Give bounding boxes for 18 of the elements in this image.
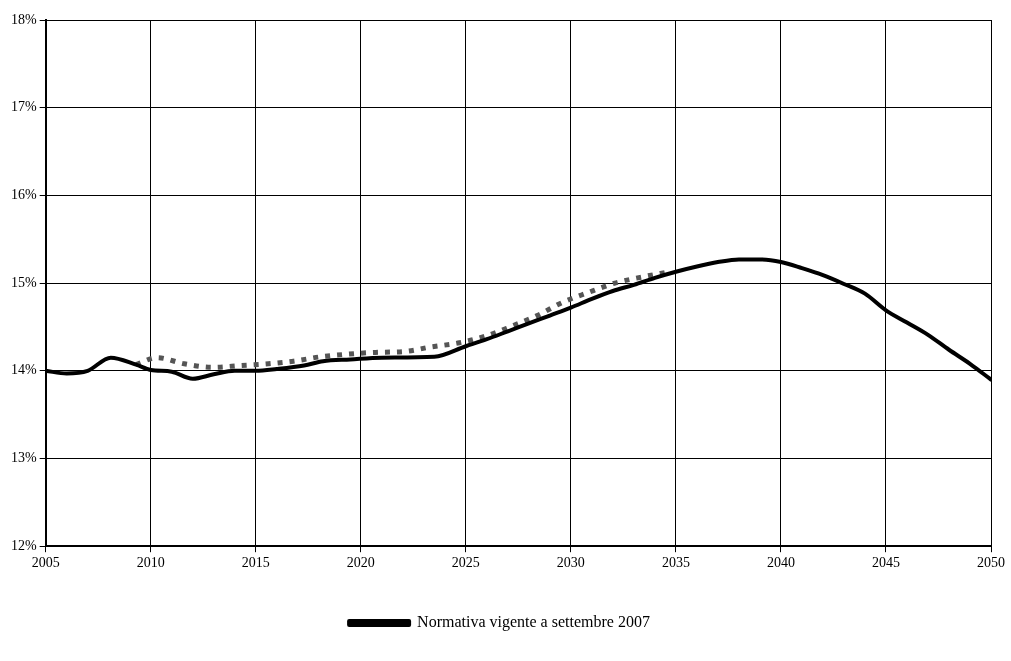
y-tick-label: 17% bbox=[10, 99, 37, 115]
x-tick-label: 2025 bbox=[451, 555, 480, 571]
y-tick-label: 13% bbox=[10, 450, 37, 466]
y-tick-label: 14% bbox=[10, 362, 37, 378]
y-tick-label: 16% bbox=[10, 187, 37, 203]
x-tick-label: 2045 bbox=[871, 555, 900, 571]
x-tick-label: 2040 bbox=[766, 555, 795, 571]
y-tick-label: 18% bbox=[10, 11, 37, 27]
y-tick-label: 15% bbox=[10, 274, 37, 290]
x-tick-label: 2050 bbox=[977, 555, 1005, 571]
legend-label: Normativa vigente a settembre 2007 bbox=[417, 613, 650, 632]
y-tick-label: 12% bbox=[10, 537, 37, 553]
x-tick-label: 2035 bbox=[661, 555, 690, 571]
x-tick-label: 2010 bbox=[136, 555, 165, 571]
x-tick-label: 2005 bbox=[31, 555, 60, 571]
x-tick-label: 2020 bbox=[346, 555, 375, 571]
x-tick-label: 2015 bbox=[241, 555, 270, 571]
x-tick-label: 2030 bbox=[556, 555, 585, 571]
